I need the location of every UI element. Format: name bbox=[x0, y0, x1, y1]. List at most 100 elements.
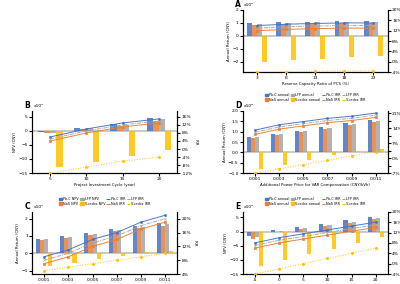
Bar bbox=[299, 229, 303, 231]
Legend: Pb-C annual, NaS annual, LFP annual, V-redox annual, Pb-C IRR, NaS IRR, LFP IRR,: Pb-C annual, NaS annual, LFP annual, V-r… bbox=[265, 197, 366, 206]
Y-axis label: IRR: IRR bbox=[192, 240, 196, 246]
Y-axis label: Annual Return (CNY): Annual Return (CNY) bbox=[227, 21, 231, 61]
Bar bbox=[141, 227, 145, 253]
Bar bbox=[306, 22, 310, 36]
Bar bbox=[283, 231, 287, 260]
Bar bbox=[80, 129, 86, 131]
Bar bbox=[281, 24, 286, 36]
Bar bbox=[323, 227, 328, 231]
Bar bbox=[50, 131, 56, 133]
X-axis label: Additional Power Price for VAR Compensation (CNY/kVh): Additional Power Price for VAR Compensat… bbox=[260, 183, 370, 187]
Text: x10²: x10² bbox=[34, 104, 43, 108]
Bar bbox=[262, 36, 267, 62]
Bar bbox=[133, 225, 137, 253]
Bar bbox=[84, 233, 88, 253]
Bar bbox=[259, 153, 263, 169]
Bar bbox=[257, 24, 262, 36]
Bar bbox=[64, 238, 68, 253]
Bar bbox=[251, 138, 255, 153]
Bar bbox=[165, 224, 169, 253]
Bar bbox=[86, 128, 93, 131]
Y-axis label: NPV (CNY): NPV (CNY) bbox=[224, 233, 228, 253]
Text: x10²: x10² bbox=[244, 205, 254, 209]
Bar bbox=[271, 230, 275, 231]
Bar bbox=[145, 252, 149, 253]
Bar bbox=[310, 24, 315, 36]
Bar bbox=[275, 135, 279, 153]
Text: B: B bbox=[25, 101, 30, 110]
Bar bbox=[246, 137, 251, 153]
Bar bbox=[368, 217, 372, 231]
Bar bbox=[44, 239, 48, 253]
Bar bbox=[68, 237, 72, 253]
Bar bbox=[307, 231, 312, 254]
Bar bbox=[110, 124, 117, 131]
Bar bbox=[372, 122, 376, 153]
Bar bbox=[356, 231, 360, 243]
Bar bbox=[344, 123, 348, 153]
Bar bbox=[320, 36, 325, 59]
Bar bbox=[44, 131, 50, 133]
Bar bbox=[299, 132, 303, 153]
Y-axis label: IRR: IRR bbox=[194, 139, 198, 145]
Bar bbox=[157, 223, 161, 253]
Bar bbox=[255, 137, 259, 153]
Bar bbox=[38, 131, 44, 132]
Bar bbox=[286, 23, 291, 36]
Bar bbox=[161, 225, 165, 253]
Legend: Pb-C NPV, NaS NPV, LFP NPV, V-redox NPV, Pb-C IRR, NaS IRR, LFP IRR, V-redox IRR: Pb-C NPV, NaS NPV, LFP NPV, V-redox NPV,… bbox=[59, 197, 150, 206]
Bar bbox=[349, 36, 354, 57]
Bar bbox=[121, 253, 125, 256]
X-axis label: Project Investment Cycle (year): Project Investment Cycle (year) bbox=[74, 183, 135, 187]
Bar bbox=[56, 131, 62, 168]
Bar bbox=[332, 153, 336, 156]
Bar bbox=[374, 22, 378, 36]
Bar bbox=[251, 231, 255, 239]
Bar bbox=[60, 236, 64, 253]
Text: x10²: x10² bbox=[34, 205, 43, 209]
Bar bbox=[307, 153, 312, 160]
Bar bbox=[97, 253, 101, 259]
Bar bbox=[283, 153, 287, 165]
Bar bbox=[372, 219, 376, 231]
Bar bbox=[259, 231, 263, 266]
Bar bbox=[36, 239, 40, 253]
Bar bbox=[344, 220, 348, 231]
Bar bbox=[291, 36, 296, 60]
Bar bbox=[113, 231, 117, 253]
Bar bbox=[303, 131, 307, 153]
Bar bbox=[295, 131, 299, 153]
Bar bbox=[340, 23, 344, 36]
Bar bbox=[328, 128, 332, 153]
Bar bbox=[352, 222, 356, 231]
X-axis label: Reserve Capacity Ratio of PCS (%): Reserve Capacity Ratio of PCS (%) bbox=[282, 82, 349, 86]
Text: E: E bbox=[236, 202, 241, 211]
Bar bbox=[88, 235, 92, 253]
Bar bbox=[129, 131, 135, 156]
Bar bbox=[108, 229, 113, 253]
Bar bbox=[40, 240, 44, 253]
Text: D: D bbox=[236, 101, 242, 110]
Bar bbox=[378, 36, 383, 56]
Bar bbox=[93, 131, 99, 162]
Bar bbox=[319, 128, 323, 153]
Text: x10²: x10² bbox=[244, 3, 254, 7]
Bar bbox=[356, 151, 360, 153]
Bar bbox=[348, 223, 352, 231]
Bar bbox=[123, 125, 129, 131]
Bar bbox=[334, 21, 340, 36]
Bar bbox=[247, 23, 252, 36]
Bar bbox=[92, 233, 97, 253]
Bar bbox=[364, 21, 368, 36]
Bar bbox=[279, 134, 283, 153]
Bar bbox=[376, 218, 380, 231]
Bar bbox=[275, 231, 279, 232]
Bar bbox=[348, 126, 352, 153]
Bar bbox=[147, 118, 153, 131]
Bar bbox=[319, 224, 323, 231]
Bar bbox=[74, 128, 80, 131]
Bar bbox=[159, 119, 165, 131]
Bar bbox=[246, 231, 251, 236]
Bar bbox=[165, 131, 172, 151]
Text: A: A bbox=[236, 0, 241, 9]
